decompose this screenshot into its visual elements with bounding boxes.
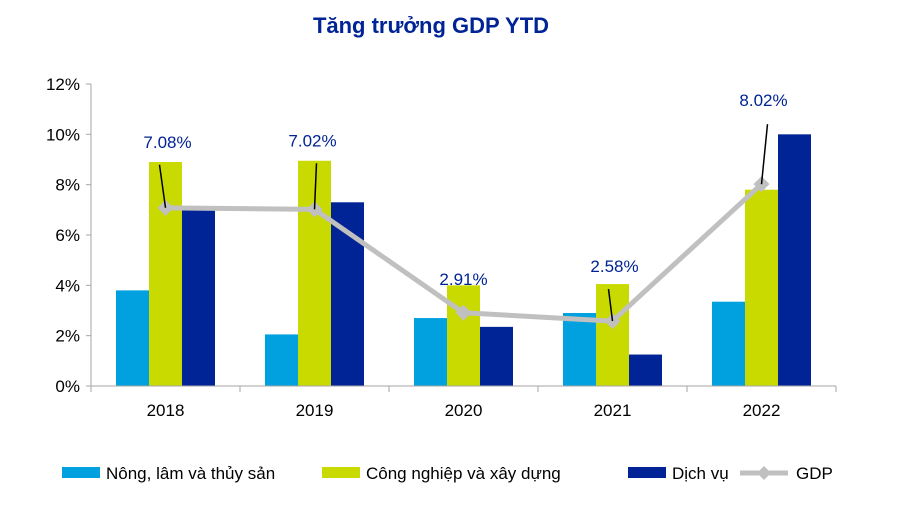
bar-agri-2018 [116, 290, 149, 386]
y-axis: 0% 2% 4% 6% 8% 10% 12% [46, 75, 91, 396]
x-tick-label: 2019 [296, 401, 334, 420]
x-axis: 2018 2019 2020 2021 2022 [147, 401, 781, 420]
bar-services-2018 [182, 209, 215, 386]
bar-agri-2022 [712, 301, 745, 386]
bar-industry-2021 [596, 284, 629, 386]
leader-line [158, 164, 167, 208]
y-tick-label: 10% [46, 125, 80, 144]
axes-group [90, 84, 837, 392]
bar-services-2021 [629, 354, 662, 386]
gdp-data-label: 8.02% [739, 91, 787, 110]
x-tick-label: 2022 [743, 401, 781, 420]
legend-label: Nông, lâm và thủy sản [106, 464, 275, 483]
y-tick-label: 8% [55, 176, 80, 195]
y-tick-label: 0% [55, 377, 80, 396]
leader-line [313, 163, 318, 210]
legend-label: Công nghiệp và xây dựng [366, 464, 561, 483]
legend-label: GDP [796, 464, 833, 483]
gdp-data-label: 2.58% [590, 257, 638, 276]
gdp-line-group [157, 176, 770, 330]
data-labels-group: 7.08% 7.02% 2.91% 2.58% 8.02% [143, 91, 788, 322]
bar-agri-2019 [265, 334, 298, 386]
leader-line [607, 288, 614, 322]
legend: Nông, lâm và thủy sản Công nghiệp và xây … [62, 464, 833, 483]
legend-swatch [62, 467, 100, 478]
chart-title: Tăng trưởng GDP YTD [313, 13, 549, 38]
leader-line [760, 124, 769, 185]
gdp-data-label: 2.91% [439, 270, 487, 289]
bar-agri-2020 [414, 318, 447, 386]
x-tick-label: 2018 [147, 401, 185, 420]
gdp-data-label: 7.08% [143, 133, 191, 152]
legend-swatch-marker [757, 466, 771, 480]
y-tick-label: 12% [46, 75, 80, 94]
y-tick-label: 4% [55, 276, 80, 295]
x-tick-label: 2021 [594, 401, 632, 420]
bar-services-2022 [778, 134, 811, 386]
bar-industry-2020 [447, 285, 480, 386]
legend-swatch [628, 467, 666, 478]
legend-swatch [322, 467, 360, 478]
bars-group [116, 134, 811, 386]
gdp-marker-2020 [455, 304, 472, 321]
y-tick-label: 6% [55, 226, 80, 245]
bar-services-2020 [480, 326, 513, 386]
bar-agri-2021 [563, 313, 596, 386]
x-tick-label: 2020 [445, 401, 483, 420]
legend-label: Dịch vụ [672, 464, 729, 483]
gdp-data-label: 7.02% [288, 131, 336, 150]
bar-industry-2022 [745, 189, 778, 386]
y-tick-label: 2% [55, 327, 80, 346]
bar-industry-2018 [149, 162, 182, 386]
